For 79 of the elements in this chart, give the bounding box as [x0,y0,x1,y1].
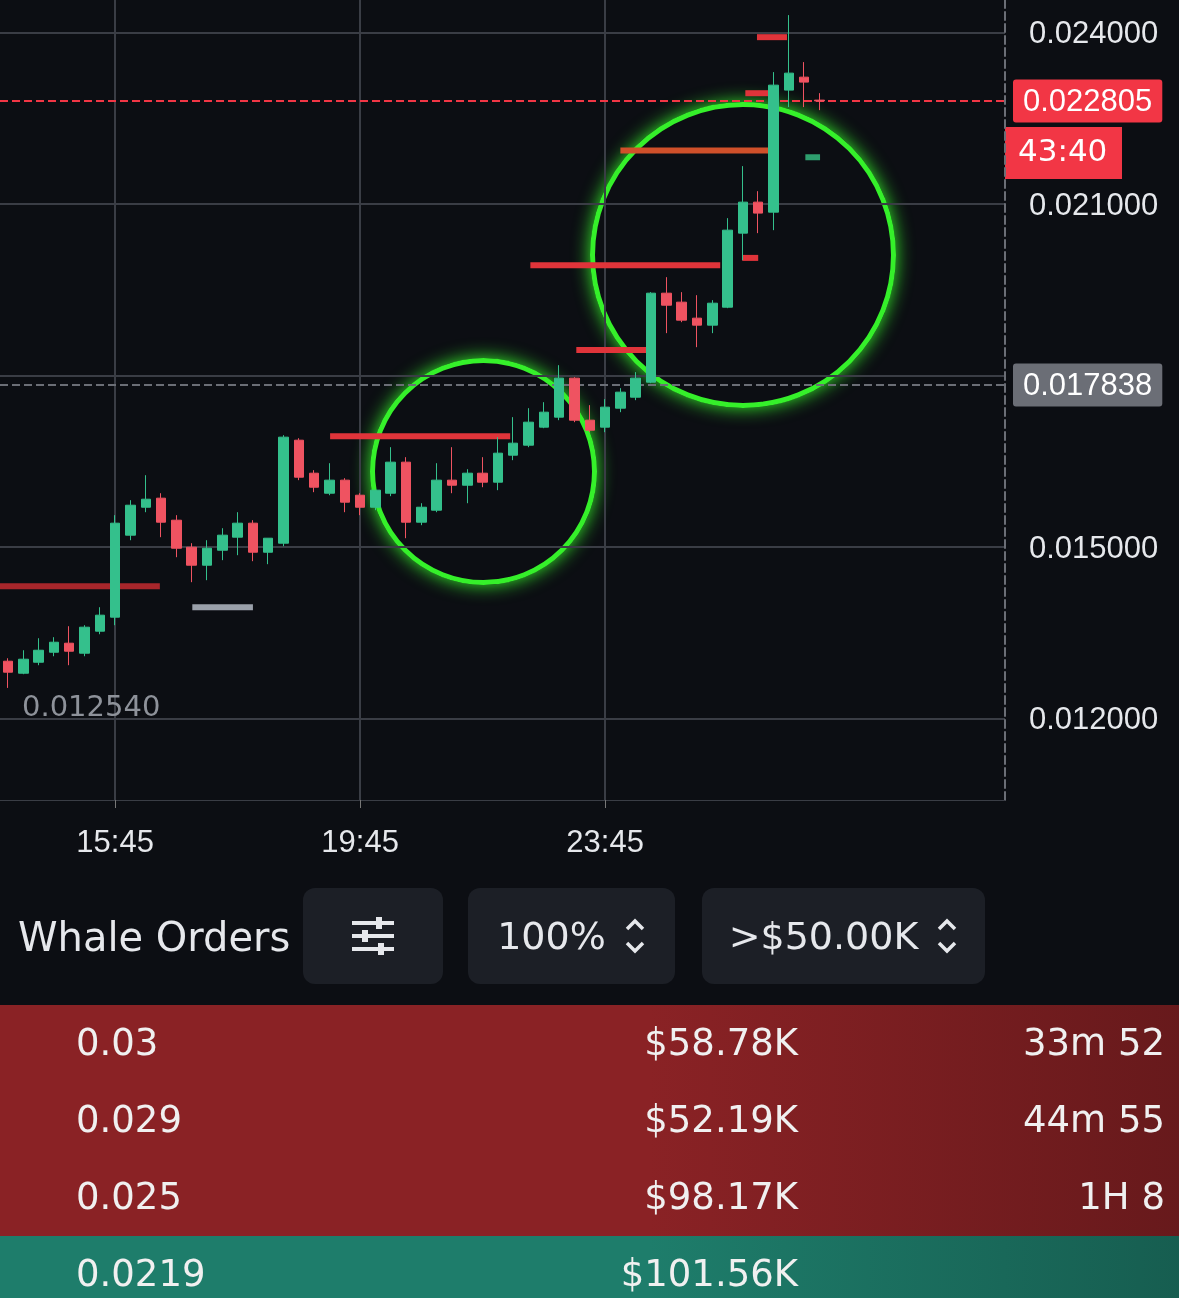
text: $101.56K [620,1252,798,1295]
candlestick [340,477,350,513]
candlestick [416,502,427,526]
candlestick [202,539,212,581]
candlestick [370,489,381,511]
candlestick [309,469,319,493]
candlestick [784,14,794,108]
candlestick [768,71,779,231]
text: 43:40 [1018,132,1108,169]
text: $98.17K [644,1175,798,1218]
candlestick [523,407,534,448]
candlestick [171,514,182,558]
x-tick-label: 23:45 [566,824,644,859]
text: $52.19K [644,1098,798,1141]
y-tick-label: 0.015000 [1029,529,1159,565]
candlestick [95,606,105,635]
candlestick [401,456,411,539]
candlestick [79,624,90,657]
candlestick [600,398,610,433]
text: >$50.00K [728,914,919,958]
text: 44m 55 [1023,1098,1165,1141]
candlestick [3,657,13,689]
candlestick [186,542,197,583]
candlestick [676,291,687,323]
candlestick [508,416,518,461]
candlestick [630,371,641,401]
text: Whale Orders [18,914,291,960]
candlestick [539,401,549,429]
candlestick [493,436,503,491]
candlestick [661,276,672,334]
candlestick [569,376,580,423]
candlestick [385,446,396,497]
candlestick [278,434,289,547]
text: 33m 52 [1023,1021,1165,1064]
candlestick [722,217,733,309]
annotation: 0.012540 [21,689,161,724]
text: 1H 8 [1078,1175,1165,1218]
candlestick [477,456,488,488]
text: 100% [497,914,606,958]
candlestick [692,294,702,348]
candlestick [33,637,44,666]
candlestick [554,364,564,421]
candlestick [799,61,809,108]
ref-line-label: 0.017838 [1023,367,1153,403]
candlestick [447,446,457,494]
text: 0.03 [76,1021,159,1064]
candlestick [294,437,304,481]
candlestick [707,299,718,334]
candlestick [324,462,335,496]
y-tick-label: 0.024000 [1029,15,1159,51]
candlestick [232,511,243,556]
candlestick [248,519,258,562]
text: 0.0219 [76,1252,206,1295]
candlestick [141,474,151,513]
candlestick [738,165,748,261]
candlestick [585,404,595,433]
text: 0.025 [76,1175,182,1218]
candlestick [217,527,228,561]
candlestick [49,636,59,657]
x-tick-label: 15:45 [76,824,154,859]
candlestick [462,468,473,504]
candlestick [110,514,120,626]
text: $58.78K [644,1021,798,1064]
candlestick [156,492,166,538]
candlestick [646,291,656,384]
candlestick [64,625,74,666]
candlestick [753,190,763,234]
y-tick-label: 0.012000 [1029,701,1159,737]
y-tick-label: 0.021000 [1029,186,1159,222]
x-tick-label: 19:45 [321,824,399,859]
candlestick [355,492,365,516]
ref-line-label: 0.022805 [1023,83,1153,119]
candlestick [263,537,273,565]
candlestick [125,499,136,541]
text: 0.029 [76,1098,182,1141]
candlestick [814,92,825,111]
candlestick [431,462,442,513]
candlestick [615,387,626,413]
candlestick [18,649,29,675]
